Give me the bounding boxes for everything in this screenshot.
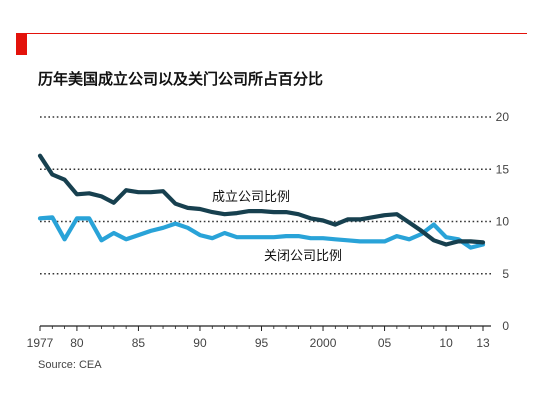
source-note: Source: CEA (38, 359, 102, 371)
y-tick-label: 15 (496, 162, 510, 176)
x-tick-label: 10 (439, 336, 453, 350)
x-tick-label: 13 (476, 336, 490, 350)
y-tick-label: 5 (502, 267, 509, 281)
y-tick-label: 0 (502, 319, 509, 333)
x-tick-label: 90 (193, 336, 207, 350)
closures-line (37, 215, 486, 250)
openings-line (37, 153, 486, 247)
chart-title: 历年美国成立公司以及关门公司所占百分比 (38, 71, 324, 88)
x-tick-label: 1977 (27, 336, 54, 350)
closures-series-label: 关闭公司比例 (264, 249, 342, 264)
x-tick-label: 2000 (310, 336, 337, 350)
y-tick-label: 10 (496, 215, 510, 229)
x-tick-label: 05 (378, 336, 392, 350)
accent-tag (16, 34, 27, 55)
openings-series-label: 成立公司比例 (212, 190, 290, 205)
x-tick-label: 85 (132, 336, 146, 350)
header-rule (16, 33, 527, 34)
x-tick-label: 80 (70, 336, 84, 350)
y-tick-label: 20 (496, 110, 510, 124)
x-tick-label: 95 (255, 336, 269, 350)
